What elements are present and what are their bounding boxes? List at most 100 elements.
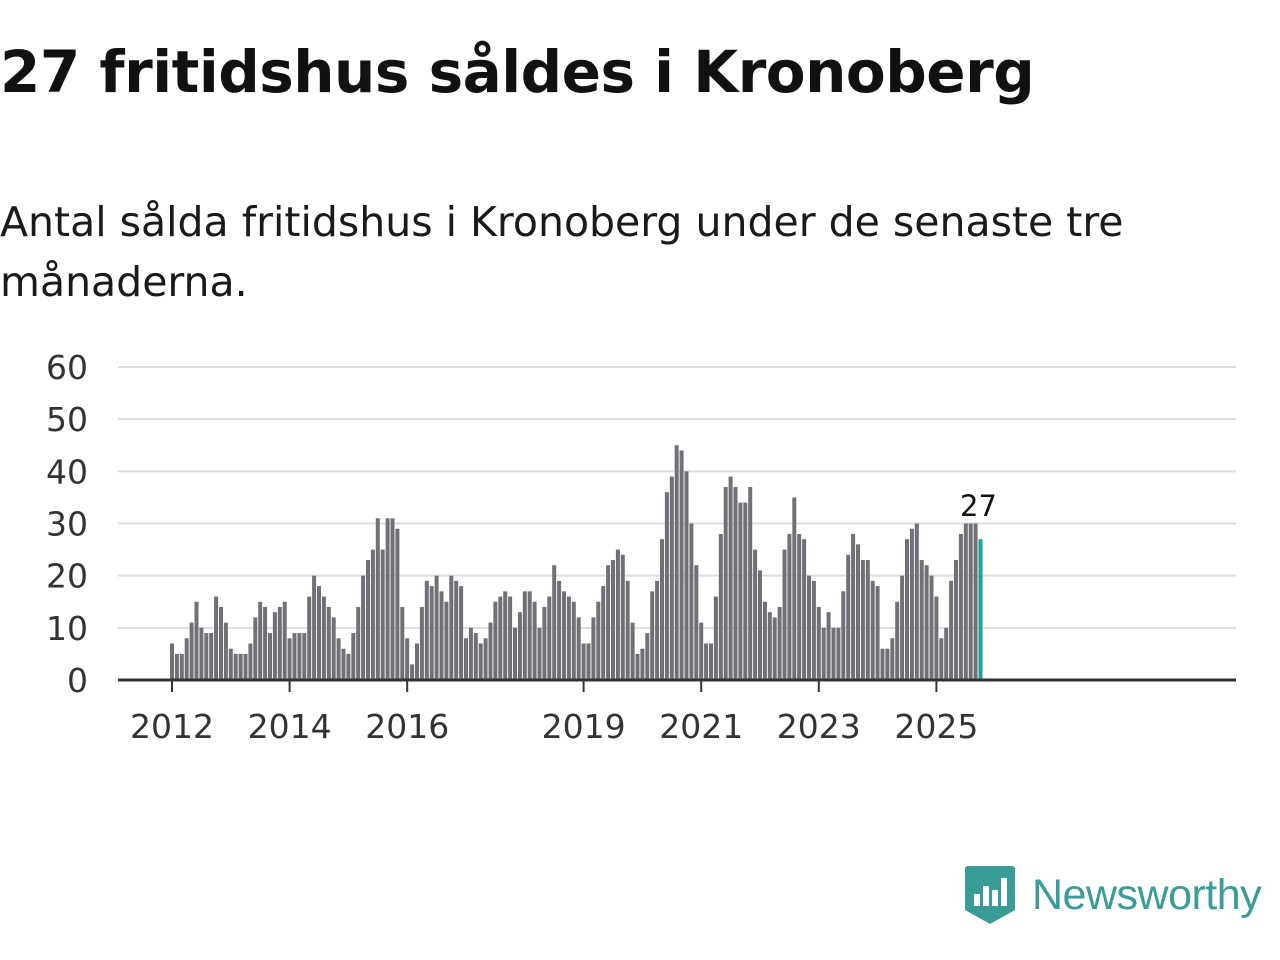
x-tick-label: 2023 — [777, 707, 861, 746]
bar — [802, 539, 807, 680]
bar — [424, 580, 429, 680]
bar — [199, 627, 204, 680]
bar — [664, 492, 669, 680]
bar — [223, 622, 228, 680]
bar — [919, 560, 924, 680]
bar — [836, 627, 841, 680]
chart-title: 27 fritidshus såldes i Kronoberg — [0, 38, 1035, 106]
bar — [194, 601, 199, 680]
bar — [782, 549, 787, 680]
bar — [380, 549, 385, 680]
bar — [468, 627, 473, 680]
bar — [366, 560, 370, 680]
x-axis-ticks: 2012 2014 2016 2019 2021 2023 2025 — [130, 680, 978, 746]
bar — [214, 596, 219, 680]
newsworthy-logo: Newsworthy — [964, 864, 1262, 926]
bar — [478, 643, 483, 680]
bar — [400, 606, 405, 680]
bar — [243, 653, 248, 680]
bar — [699, 622, 704, 680]
bar — [909, 528, 914, 680]
bar — [282, 601, 287, 680]
bar — [709, 643, 713, 680]
bar — [596, 601, 601, 680]
bar — [615, 549, 620, 680]
bar — [522, 591, 527, 680]
bar — [591, 617, 596, 680]
y-tick-label: 10 — [46, 609, 88, 648]
bar — [669, 476, 674, 680]
bar — [856, 544, 860, 680]
bar — [890, 638, 895, 680]
bar — [532, 601, 537, 680]
bar — [713, 596, 718, 680]
bar — [963, 523, 968, 680]
bar — [860, 560, 865, 680]
bar — [738, 502, 743, 680]
bar — [410, 664, 415, 680]
bar — [233, 653, 238, 680]
bar — [562, 591, 566, 680]
x-tick-label: 2012 — [130, 707, 214, 746]
x-tick-label: 2019 — [542, 707, 626, 746]
bar — [459, 586, 464, 680]
bar — [444, 601, 449, 680]
bar — [630, 622, 635, 680]
bar — [831, 627, 836, 680]
bar — [851, 533, 856, 680]
bar — [351, 633, 356, 680]
bar — [865, 560, 870, 680]
bar — [566, 596, 571, 680]
bar — [792, 497, 797, 680]
y-tick-label: 30 — [46, 505, 88, 544]
bar — [689, 523, 694, 680]
chart-subtitle: Antal sålda fritidshus i Kronoberg under… — [0, 198, 1124, 306]
bar — [547, 596, 552, 680]
y-tick-label: 0 — [67, 661, 88, 700]
bar — [846, 554, 851, 680]
bar — [228, 648, 233, 680]
bar — [179, 653, 184, 680]
bar — [758, 570, 762, 680]
bar — [537, 627, 542, 680]
x-tick-label: 2021 — [659, 707, 743, 746]
bar — [958, 533, 963, 680]
bar — [753, 549, 758, 680]
x-tick-label: 2016 — [365, 707, 449, 746]
bar — [944, 627, 949, 680]
bar — [439, 591, 444, 680]
bar — [464, 638, 468, 680]
bar — [694, 565, 699, 680]
bar — [684, 471, 689, 680]
y-tick-label: 20 — [46, 557, 88, 596]
bar — [635, 653, 640, 680]
bar — [263, 606, 268, 680]
bar — [268, 633, 272, 680]
bar — [650, 591, 655, 680]
bar — [361, 575, 366, 680]
bar — [174, 653, 179, 680]
y-axis-labels: 0 10 20 30 40 50 60 — [46, 348, 88, 700]
bar — [826, 612, 831, 680]
brand-name: Newsworthy — [1032, 870, 1262, 919]
bar — [914, 523, 919, 680]
bar — [356, 606, 361, 680]
bar — [429, 586, 434, 680]
bar — [875, 586, 880, 680]
bar — [797, 533, 802, 680]
bar — [312, 575, 317, 680]
annotations: 27 — [957, 486, 1000, 526]
bar — [248, 643, 253, 680]
bar — [777, 606, 782, 680]
bar — [787, 533, 792, 680]
bar — [513, 627, 517, 680]
bar — [625, 580, 630, 680]
bar — [576, 617, 581, 680]
bar — [606, 565, 611, 680]
bar — [503, 591, 508, 680]
bar — [611, 560, 615, 680]
highlight-value-label: 27 — [960, 489, 997, 523]
bar — [973, 523, 978, 680]
bar — [885, 648, 890, 680]
